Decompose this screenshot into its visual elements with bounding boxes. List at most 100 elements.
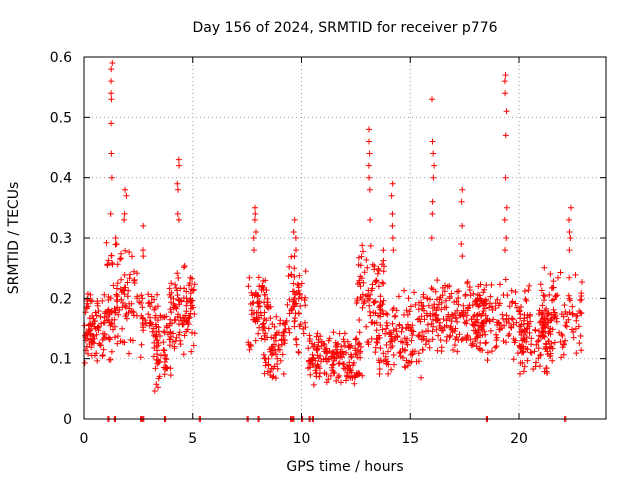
data-point bbox=[379, 326, 386, 333]
data-point bbox=[509, 299, 515, 306]
data-point bbox=[483, 317, 490, 324]
data-point bbox=[177, 341, 184, 348]
data-point bbox=[181, 285, 188, 292]
data-point bbox=[543, 345, 550, 352]
data-point bbox=[488, 348, 495, 355]
data-point bbox=[494, 296, 501, 303]
data-point bbox=[406, 308, 413, 315]
data-point bbox=[145, 291, 152, 298]
data-point bbox=[401, 287, 408, 294]
data-point bbox=[110, 326, 116, 333]
data-point bbox=[464, 307, 471, 314]
data-point bbox=[248, 289, 255, 296]
y-tick-label: 0.6 bbox=[50, 50, 72, 66]
data-point bbox=[548, 316, 555, 323]
data-point bbox=[382, 353, 389, 360]
data-point bbox=[115, 333, 121, 340]
data-point bbox=[112, 334, 118, 341]
data-point bbox=[536, 363, 543, 370]
data-point bbox=[549, 345, 556, 352]
data-point bbox=[538, 311, 545, 318]
data-point bbox=[122, 304, 129, 311]
data-point bbox=[291, 265, 298, 272]
data-point bbox=[88, 326, 95, 332]
data-point bbox=[401, 363, 408, 370]
data-point bbox=[430, 310, 436, 317]
data-point bbox=[134, 293, 141, 300]
data-point bbox=[558, 354, 565, 361]
data-point bbox=[312, 357, 319, 364]
data-point bbox=[516, 307, 523, 314]
data-point bbox=[176, 331, 182, 338]
data-point bbox=[475, 283, 482, 290]
data-point bbox=[409, 322, 416, 329]
data-point bbox=[553, 318, 560, 325]
data-point bbox=[313, 370, 320, 377]
data-point bbox=[270, 335, 277, 342]
data-point bbox=[175, 186, 181, 193]
data-point bbox=[391, 337, 398, 344]
data-point bbox=[164, 324, 171, 331]
data-point bbox=[151, 388, 158, 394]
data-point bbox=[114, 280, 121, 287]
data-point bbox=[537, 281, 544, 288]
data-point bbox=[319, 338, 325, 345]
data-point bbox=[139, 324, 146, 331]
data-point bbox=[122, 247, 129, 254]
data-point bbox=[262, 359, 269, 366]
data-point bbox=[179, 321, 186, 328]
data-point bbox=[399, 354, 406, 361]
data-point bbox=[88, 344, 95, 351]
data-point bbox=[336, 372, 343, 379]
data-point bbox=[421, 316, 428, 323]
data-point bbox=[524, 325, 531, 332]
data-point bbox=[542, 346, 549, 352]
data-point bbox=[502, 276, 509, 283]
data-point bbox=[134, 270, 140, 277]
data-point bbox=[415, 350, 422, 357]
data-point bbox=[366, 174, 373, 181]
data-point bbox=[330, 369, 337, 375]
data-point bbox=[162, 366, 169, 372]
data-point bbox=[175, 156, 182, 163]
data-point bbox=[573, 350, 580, 357]
data-point bbox=[488, 281, 495, 288]
data-point bbox=[152, 365, 159, 372]
data-point bbox=[131, 276, 138, 283]
data-point bbox=[292, 310, 299, 317]
data-point bbox=[87, 321, 94, 328]
data-point bbox=[315, 339, 322, 346]
data-point bbox=[415, 306, 422, 313]
data-point bbox=[469, 302, 476, 309]
data-point bbox=[557, 269, 564, 276]
data-point bbox=[429, 96, 435, 103]
data-point bbox=[362, 292, 369, 299]
data-point bbox=[127, 271, 134, 278]
data-point bbox=[281, 340, 288, 347]
data-point bbox=[118, 296, 125, 303]
data-point bbox=[291, 216, 298, 223]
data-point bbox=[124, 293, 131, 300]
data-point bbox=[176, 329, 183, 336]
data-point bbox=[114, 340, 121, 347]
data-point bbox=[106, 335, 113, 342]
data-point bbox=[351, 373, 358, 380]
data-point bbox=[108, 150, 115, 157]
data-point bbox=[150, 325, 157, 332]
data-point bbox=[183, 302, 190, 309]
grid-lines bbox=[84, 57, 606, 419]
data-point bbox=[461, 319, 468, 326]
data-point bbox=[247, 341, 254, 348]
data-point bbox=[183, 328, 190, 335]
data-point bbox=[437, 325, 444, 332]
data-point bbox=[253, 309, 260, 316]
data-point bbox=[472, 318, 479, 325]
data-point bbox=[572, 271, 579, 278]
data-point bbox=[173, 334, 180, 341]
data-point bbox=[514, 304, 520, 311]
data-point bbox=[269, 350, 276, 357]
data-point bbox=[365, 287, 372, 294]
data-point bbox=[502, 90, 509, 97]
data-point bbox=[361, 298, 368, 305]
data-point bbox=[428, 235, 435, 241]
